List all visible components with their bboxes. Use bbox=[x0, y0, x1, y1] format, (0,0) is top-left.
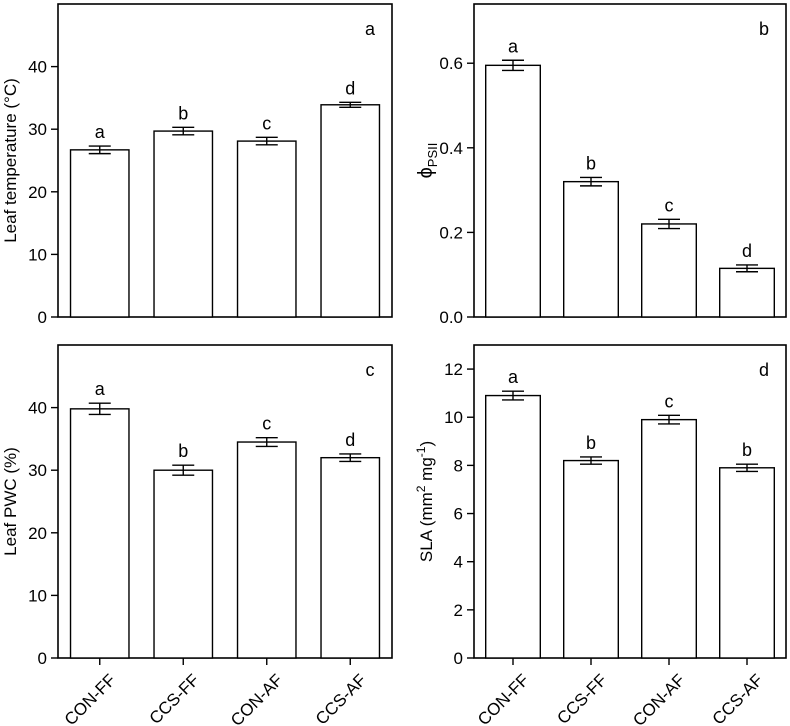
y-tick-label: 30 bbox=[28, 120, 47, 139]
significance-letter: b bbox=[586, 433, 596, 453]
y-axis-label: ϕPSII bbox=[415, 143, 440, 179]
significance-letter: c bbox=[665, 195, 674, 215]
y-tick-label: 0 bbox=[454, 649, 463, 668]
significance-letter: c bbox=[262, 113, 271, 133]
bar-CCS-AF bbox=[320, 104, 381, 318]
panel-a: 0 10 20 30 40 Leaf temperature (°C) a a b c d bbox=[1, 3, 393, 327]
bar-CON-AF bbox=[641, 418, 698, 659]
significance-letter: b bbox=[586, 153, 596, 173]
panel-c: 0 10 20 30 40 Leaf PWC (%) c a CON-FF b CCS-FF c CON… bbox=[1, 344, 393, 726]
y-axis-label: Leaf temperature (°C) bbox=[1, 78, 20, 243]
y-axis-label: Leaf PWC (%) bbox=[1, 447, 20, 556]
significance-letter: a bbox=[508, 367, 519, 387]
panel-letter: b bbox=[759, 19, 769, 39]
panel-d: 0 2 4 6 8 10 12 SLA (mm2 mg-1) d a CON-FF b CCS-FF c C… bbox=[414, 344, 787, 726]
bar-CON-FF bbox=[485, 64, 542, 318]
bar-CCS-FF bbox=[563, 459, 620, 659]
y-tick-label: 2 bbox=[454, 601, 463, 620]
panel-b-frame bbox=[473, 3, 787, 318]
panel-letter: c bbox=[366, 360, 375, 380]
bar-CON-AF bbox=[236, 441, 297, 659]
y-tick-label: 8 bbox=[454, 456, 463, 475]
bar-CCS-FF bbox=[153, 469, 214, 659]
y-tick-label: 4 bbox=[454, 553, 463, 572]
y-tick-label: 20 bbox=[28, 524, 47, 543]
x-tick-label: CCS-AF bbox=[312, 670, 370, 726]
bar-CCS-FF bbox=[563, 180, 620, 318]
panel-c-frame bbox=[57, 344, 393, 659]
y-tick-label: 10 bbox=[28, 586, 47, 605]
y-tick-label: 10 bbox=[444, 408, 463, 427]
significance-letter: a bbox=[95, 379, 106, 399]
bar-CON-FF bbox=[485, 394, 542, 659]
bar-CON-AF bbox=[236, 140, 297, 318]
x-tick-label: CON-AF bbox=[227, 670, 287, 726]
y-tick-label: 0 bbox=[38, 308, 47, 327]
bar-CCS-AF bbox=[719, 267, 776, 318]
bar-CON-AF bbox=[641, 223, 698, 318]
significance-letter: b bbox=[742, 440, 752, 460]
panel-a-frame bbox=[57, 3, 393, 318]
bar-CCS-AF bbox=[719, 467, 776, 659]
y-tick-label: 0 bbox=[38, 649, 47, 668]
panel-letter: d bbox=[759, 360, 769, 380]
significance-letter: d bbox=[345, 78, 355, 98]
significance-letter: a bbox=[508, 36, 519, 56]
bar-CCS-AF bbox=[320, 456, 381, 659]
y-tick-label: 40 bbox=[28, 399, 47, 418]
significance-letter: d bbox=[742, 241, 752, 261]
x-tick-label: CON-FF bbox=[61, 670, 120, 726]
significance-letter: b bbox=[178, 103, 188, 123]
y-tick-label: 0.0 bbox=[439, 308, 463, 327]
x-tick-label: CCS-FF bbox=[146, 670, 204, 726]
significance-letter: a bbox=[95, 122, 106, 142]
panel-b: 0.0 0.2 0.4 0.6 ϕPSII b a b c d bbox=[415, 3, 787, 327]
bar-CON-FF bbox=[69, 408, 130, 659]
y-tick-label: 30 bbox=[28, 461, 47, 480]
significance-letter: c bbox=[665, 391, 674, 411]
y-tick-label: 40 bbox=[28, 58, 47, 77]
y-tick-label: 12 bbox=[444, 360, 463, 379]
x-tick-label: CCS-AF bbox=[709, 670, 767, 726]
x-tick-label: CCS-FF bbox=[553, 670, 611, 726]
significance-letter: b bbox=[178, 441, 188, 461]
y-tick-label: 0.6 bbox=[439, 54, 463, 73]
bar-CCS-FF bbox=[153, 130, 214, 318]
bar-CON-FF bbox=[69, 149, 130, 318]
y-tick-label: 0.4 bbox=[439, 139, 463, 158]
panel-letter: a bbox=[365, 19, 376, 39]
significance-letter: c bbox=[262, 414, 271, 434]
y-tick-label: 20 bbox=[28, 183, 47, 202]
panel-d-frame bbox=[473, 344, 787, 659]
significance-letter: d bbox=[345, 430, 355, 450]
y-tick-label: 10 bbox=[28, 245, 47, 264]
x-tick-label: CON-FF bbox=[474, 670, 533, 726]
y-axis-label: SLA (mm2 mg-1) bbox=[414, 441, 436, 562]
y-tick-label: 0.2 bbox=[439, 223, 463, 242]
x-tick-label: CON-AF bbox=[629, 670, 689, 726]
y-tick-label: 6 bbox=[454, 505, 463, 524]
